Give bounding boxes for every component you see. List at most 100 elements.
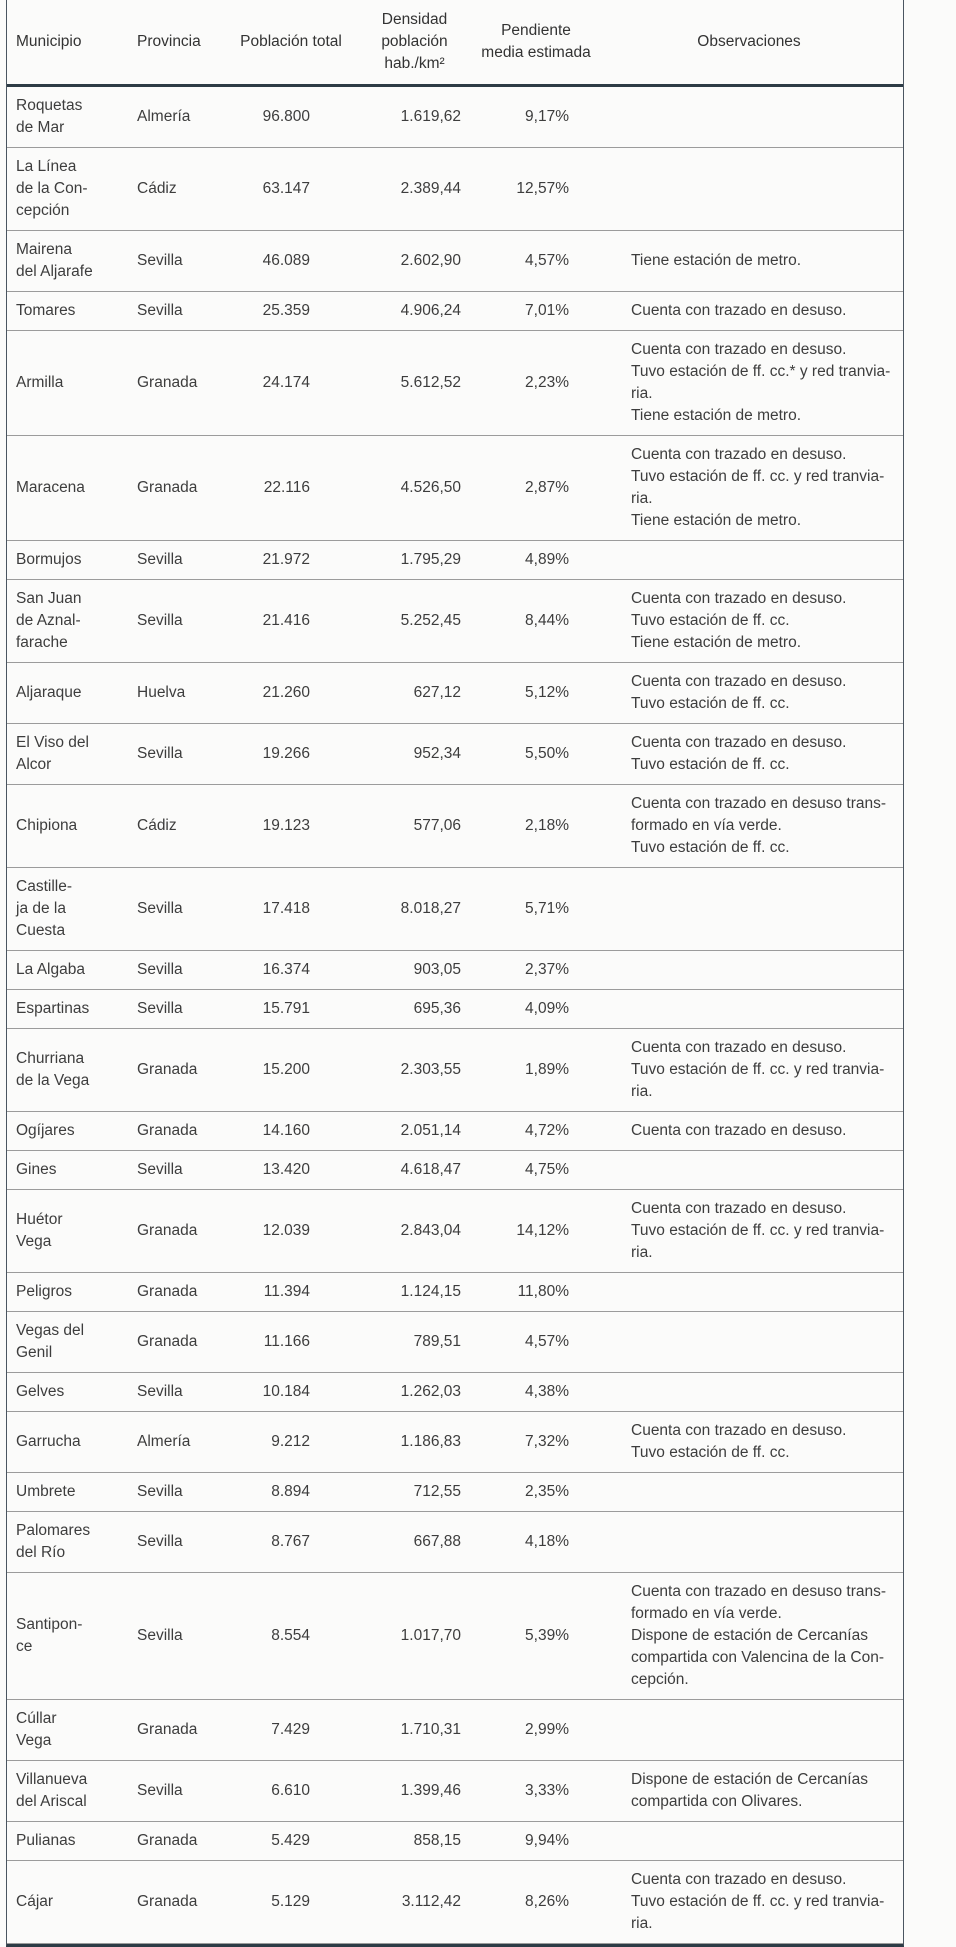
cell-observaciones <box>595 1151 903 1190</box>
cell-poblacion: 15.791 <box>262 1000 310 1017</box>
cell-municipio: Mairena del Aljarafe <box>16 241 93 280</box>
cell-poblacion: 46.089 <box>262 252 310 269</box>
cell-provincia: Sevilla <box>137 1627 183 1644</box>
table-row: Gelves Sevilla 10.184 1.262,03 4,38% <box>7 1373 903 1412</box>
cell-densidad: 5.612,52 <box>400 374 461 391</box>
cell-provincia: Cádiz <box>137 180 177 197</box>
cell-observaciones: Cuenta con trazado en desuso. Tuvo estac… <box>631 446 885 529</box>
column-header-pendiente: Pendiente media estimada <box>477 0 595 87</box>
cell-poblacion: 6.610 <box>271 1782 310 1799</box>
cell-densidad: 5.252,45 <box>400 612 461 629</box>
cell-observaciones: Cuenta con trazado en desuso. Tuvo estac… <box>631 1039 885 1100</box>
cell-poblacion: 10.184 <box>262 1383 310 1400</box>
cell-pendiente: 1,89% <box>525 1061 569 1078</box>
cell-observaciones <box>595 1473 903 1512</box>
cell-provincia: Sevilla <box>137 1533 183 1550</box>
cell-pendiente: 8,44% <box>525 612 569 629</box>
cell-poblacion: 8.767 <box>271 1533 310 1550</box>
cell-pendiente: 4,38% <box>525 1383 569 1400</box>
cell-provincia: Sevilla <box>137 612 183 629</box>
cell-pendiente: 12,57% <box>516 180 569 197</box>
cell-municipio: Gines <box>16 1161 57 1178</box>
cell-pendiente: 3,33% <box>525 1782 569 1799</box>
cell-provincia: Granada <box>137 1283 198 1300</box>
table-row: La Línea de la Con- cepción Cádiz 63.147 2.… <box>7 148 903 231</box>
cell-pendiente: 9,94% <box>525 1832 569 1849</box>
table-row: La Algaba Sevilla 16.374 903,05 2,37% <box>7 951 903 990</box>
cell-municipio: Peligros <box>16 1283 72 1300</box>
cell-pendiente: 4,57% <box>525 252 569 269</box>
cell-provincia: Sevilla <box>137 745 183 762</box>
cell-densidad: 1.710,31 <box>400 1721 461 1738</box>
cell-densidad: 1.399,46 <box>400 1782 461 1799</box>
cell-observaciones: Cuenta con trazado en desuso. <box>631 302 847 319</box>
cell-provincia: Sevilla <box>137 1161 183 1178</box>
cell-provincia: Granada <box>137 479 198 496</box>
cell-observaciones <box>595 541 903 580</box>
cell-provincia: Sevilla <box>137 1782 183 1799</box>
cell-poblacion: 19.266 <box>262 745 310 762</box>
cell-densidad: 1.017,70 <box>400 1627 461 1644</box>
table-row: Santipon- ce Sevilla 8.554 1.017,70 5,39% Cue… <box>7 1573 903 1700</box>
cell-municipio: Tomares <box>16 302 76 319</box>
cell-densidad: 4.618,47 <box>400 1161 461 1178</box>
table-row: Maracena Granada 22.116 4.526,50 2,87% Cuenta… <box>7 436 903 541</box>
cell-pendiente: 4,75% <box>525 1161 569 1178</box>
cell-municipio: Cájar <box>16 1893 54 1910</box>
table-row: Umbrete Sevilla 8.894 712,55 2,35% <box>7 1473 903 1512</box>
cell-observaciones <box>595 1273 903 1312</box>
cell-poblacion: 63.147 <box>262 180 310 197</box>
cell-pendiente: 4,09% <box>525 1000 569 1017</box>
cell-densidad: 2.051,14 <box>400 1122 461 1139</box>
cell-pendiente: 5,12% <box>525 684 569 701</box>
cell-densidad: 695,36 <box>413 1000 461 1017</box>
cell-observaciones: Cuenta con trazado en desuso trans- form… <box>631 1583 887 1688</box>
cell-poblacion: 12.039 <box>262 1222 310 1239</box>
cell-municipio: Huétor Vega <box>16 1211 63 1250</box>
cell-provincia: Granada <box>137 1721 198 1738</box>
cell-densidad: 1.186,83 <box>400 1433 461 1450</box>
cell-poblacion: 96.800 <box>262 108 310 125</box>
cell-poblacion: 8.554 <box>271 1627 310 1644</box>
cell-provincia: Granada <box>137 1222 198 1239</box>
column-header-municipio: Municipio <box>7 0 122 87</box>
cell-observaciones <box>595 1373 903 1412</box>
column-header-poblacion-total: Población total <box>230 0 352 87</box>
cell-municipio: Espartinas <box>16 1000 90 1017</box>
cell-densidad: 2.843,04 <box>400 1222 461 1239</box>
table-row: Vegas del Genil Granada 11.166 789,51 4,57% <box>7 1312 903 1373</box>
cell-poblacion: 8.894 <box>271 1483 310 1500</box>
cell-municipio: Umbrete <box>16 1483 76 1500</box>
cell-densidad: 1.124,15 <box>400 1283 461 1300</box>
municipalities-table: Municipio Provincia Población total Dens… <box>7 0 903 1944</box>
cell-pendiente: 9,17% <box>525 108 569 125</box>
cell-observaciones <box>595 148 903 231</box>
cell-densidad: 667,88 <box>413 1533 461 1550</box>
cell-provincia: Granada <box>137 374 198 391</box>
cell-poblacion: 9.212 <box>271 1433 310 1450</box>
column-header-observaciones: Observaciones <box>595 0 903 87</box>
table-row: Tomares Sevilla 25.359 4.906,24 7,01% Cuenta … <box>7 292 903 331</box>
cell-municipio: Roquetas de Mar <box>16 97 83 136</box>
header-row: Municipio Provincia Población total Dens… <box>7 0 903 87</box>
cell-provincia: Sevilla <box>137 961 183 978</box>
column-header-densidad: Densidad población hab./km² <box>352 0 477 87</box>
cell-densidad: 4.906,24 <box>400 302 461 319</box>
cell-observaciones: Cuenta con trazado en desuso. Tuvo estac… <box>631 1422 847 1461</box>
cell-municipio: Santipon- ce <box>16 1616 83 1655</box>
cell-provincia: Granada <box>137 1832 198 1849</box>
cell-municipio: Cúllar Vega <box>16 1710 57 1749</box>
cell-provincia: Sevilla <box>137 551 183 568</box>
cell-pendiente: 5,71% <box>525 900 569 917</box>
table-row: Peligros Granada 11.394 1.124,15 11,80% <box>7 1273 903 1312</box>
cell-municipio: La Algaba <box>16 961 85 978</box>
cell-municipio: Garrucha <box>16 1433 81 1450</box>
cell-pendiente: 2,18% <box>525 817 569 834</box>
cell-pendiente: 11,80% <box>517 1283 569 1300</box>
table-row: Pulianas Granada 5.429 858,15 9,94% <box>7 1822 903 1861</box>
cell-pendiente: 7,32% <box>525 1433 569 1450</box>
table-row: Huétor Vega Granada 12.039 2.843,04 14,12% Cu… <box>7 1190 903 1273</box>
cell-poblacion: 21.416 <box>262 612 310 629</box>
cell-densidad: 789,51 <box>413 1333 461 1350</box>
cell-provincia: Cádiz <box>137 817 177 834</box>
